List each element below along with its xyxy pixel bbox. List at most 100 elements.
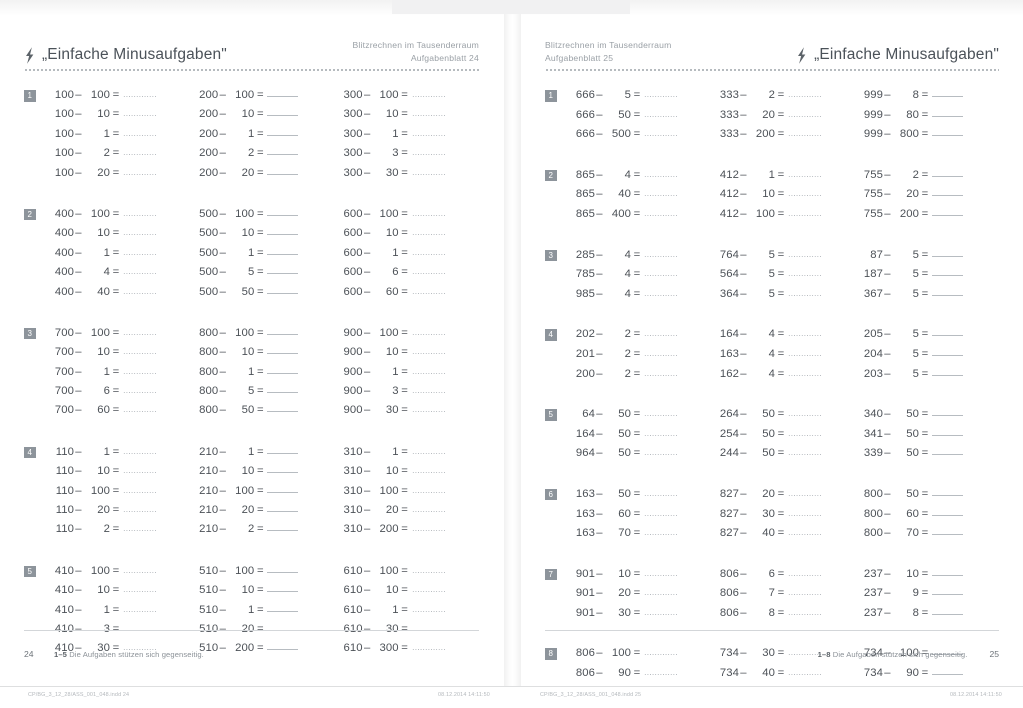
answer-blank[interactable] [932,645,963,656]
answer-blank[interactable] [411,582,446,593]
answer-blank[interactable] [123,284,157,295]
answer-blank[interactable] [267,483,299,494]
answer-blank[interactable] [411,325,446,336]
answer-blank[interactable] [411,225,446,236]
answer-blank[interactable] [932,566,963,577]
answer-blank[interactable] [267,502,299,513]
answer-blank[interactable] [932,266,963,277]
answer-blank[interactable] [788,645,822,656]
answer-blank[interactable] [788,326,822,337]
answer-blank[interactable] [123,206,157,217]
answer-blank[interactable] [644,247,678,258]
answer-blank[interactable] [411,364,446,375]
answer-blank[interactable] [788,506,822,517]
answer-blank[interactable] [267,245,299,256]
answer-blank[interactable] [123,402,157,413]
answer-blank[interactable] [932,186,963,197]
answer-blank[interactable] [932,525,963,536]
answer-blank[interactable] [644,326,678,337]
answer-blank[interactable] [123,225,157,236]
answer-blank[interactable] [123,463,157,474]
answer-blank[interactable] [932,665,963,676]
answer-blank[interactable] [788,346,822,357]
answer-blank[interactable] [644,346,678,357]
answer-blank[interactable] [932,87,963,98]
answer-blank[interactable] [267,402,299,413]
answer-blank[interactable] [788,206,822,217]
answer-blank[interactable] [644,486,678,497]
answer-blank[interactable] [932,585,963,596]
answer-blank[interactable] [932,445,963,456]
answer-blank[interactable] [267,264,299,275]
answer-blank[interactable] [644,126,678,137]
answer-blank[interactable] [788,445,822,456]
answer-blank[interactable] [932,486,963,497]
answer-blank[interactable] [644,266,678,277]
answer-blank[interactable] [788,605,822,616]
answer-blank[interactable] [788,186,822,197]
answer-blank[interactable] [644,107,678,118]
answer-blank[interactable] [644,406,678,417]
answer-blank[interactable] [932,346,963,357]
answer-blank[interactable] [411,563,446,574]
answer-blank[interactable] [123,264,157,275]
answer-blank[interactable] [267,364,299,375]
answer-blank[interactable] [267,344,299,355]
answer-blank[interactable] [788,406,822,417]
answer-blank[interactable] [123,602,157,613]
answer-blank[interactable] [267,325,299,336]
answer-blank[interactable] [788,126,822,137]
answer-blank[interactable] [267,563,299,574]
answer-blank[interactable] [932,247,963,258]
answer-blank[interactable] [411,206,446,217]
answer-blank[interactable] [411,444,446,455]
answer-blank[interactable] [267,165,299,176]
answer-blank[interactable] [411,145,446,156]
answer-blank[interactable] [932,605,963,616]
answer-blank[interactable] [411,264,446,275]
answer-blank[interactable] [411,521,446,532]
answer-blank[interactable] [788,286,822,297]
answer-blank[interactable] [644,87,678,98]
answer-blank[interactable] [932,167,963,178]
answer-blank[interactable] [932,406,963,417]
answer-blank[interactable] [267,284,299,295]
answer-blank[interactable] [411,87,446,98]
answer-blank[interactable] [123,87,157,98]
answer-blank[interactable] [788,266,822,277]
answer-blank[interactable] [788,665,822,676]
answer-blank[interactable] [267,145,299,156]
answer-blank[interactable] [267,383,299,394]
answer-blank[interactable] [123,145,157,156]
answer-blank[interactable] [644,585,678,596]
answer-blank[interactable] [644,665,678,676]
answer-blank[interactable] [644,206,678,217]
answer-blank[interactable] [267,106,299,117]
answer-blank[interactable] [644,426,678,437]
answer-blank[interactable] [123,483,157,494]
answer-blank[interactable] [788,247,822,258]
answer-blank[interactable] [411,463,446,474]
answer-blank[interactable] [788,525,822,536]
answer-blank[interactable] [411,602,446,613]
answer-blank[interactable] [932,107,963,118]
answer-blank[interactable] [123,106,157,117]
answer-blank[interactable] [267,225,299,236]
answer-blank[interactable] [644,286,678,297]
answer-blank[interactable] [411,284,446,295]
answer-blank[interactable] [788,566,822,577]
answer-blank[interactable] [267,582,299,593]
answer-blank[interactable] [788,585,822,596]
answer-blank[interactable] [267,463,299,474]
answer-blank[interactable] [123,364,157,375]
answer-blank[interactable] [644,605,678,616]
answer-blank[interactable] [411,106,446,117]
answer-blank[interactable] [267,521,299,532]
answer-blank[interactable] [932,426,963,437]
answer-blank[interactable] [932,126,963,137]
answer-blank[interactable] [123,640,157,651]
answer-blank[interactable] [411,383,446,394]
answer-blank[interactable] [932,506,963,517]
answer-blank[interactable] [788,486,822,497]
answer-blank[interactable] [644,366,678,377]
